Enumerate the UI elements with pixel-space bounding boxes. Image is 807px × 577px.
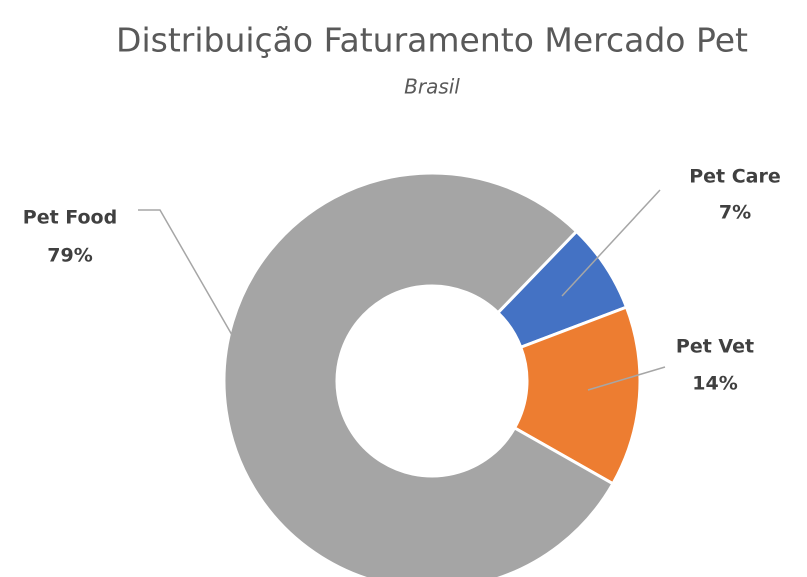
slice-value: 14% (692, 373, 737, 395)
leader-line (561, 189, 661, 297)
slice-value: 79% (47, 245, 92, 267)
leader-line (587, 366, 666, 391)
donut-slice (512, 305, 642, 486)
leader-line (138, 209, 233, 336)
chart-subtitle: Brasil (404, 75, 460, 99)
chart-title: Distribuição Faturamento Mercado Pet (116, 21, 748, 60)
slice-name: Pet Food (23, 207, 117, 229)
slice-name: Pet Care (689, 166, 781, 188)
donut-slice (222, 171, 615, 577)
slice-name: Pet Vet (676, 336, 754, 358)
slice-value: 7% (719, 202, 751, 224)
